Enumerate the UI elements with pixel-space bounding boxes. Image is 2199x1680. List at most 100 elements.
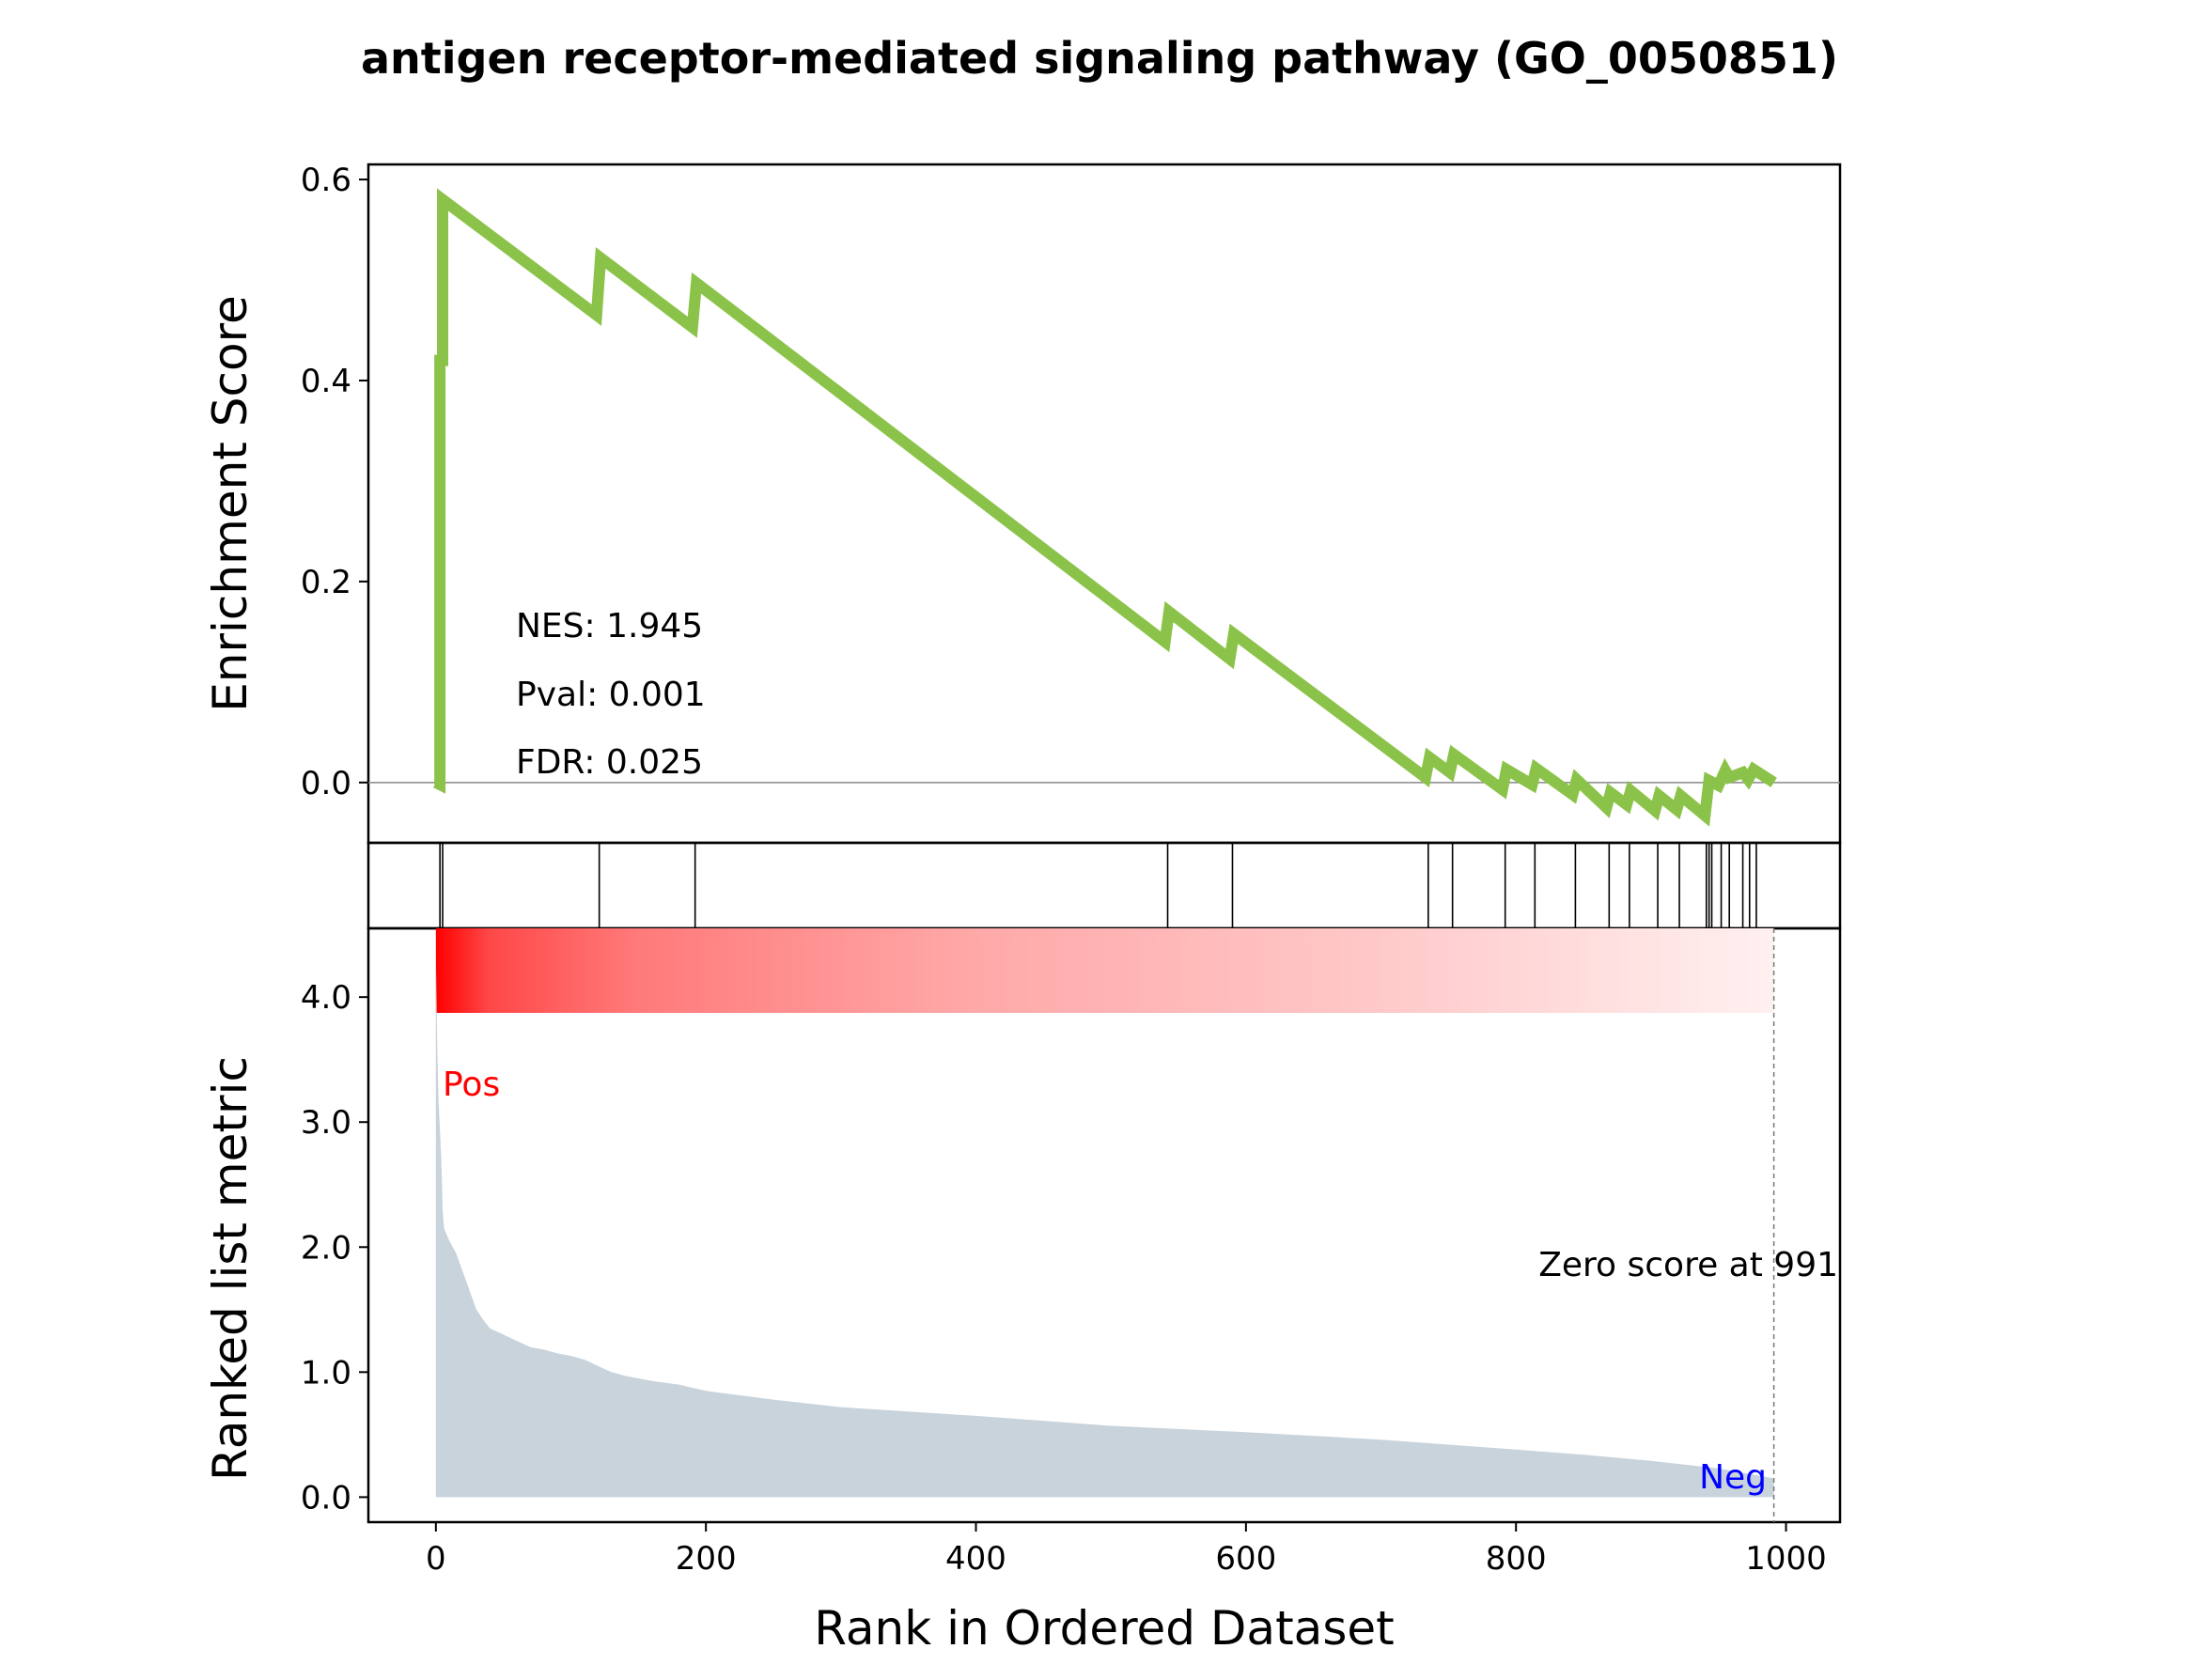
enrichment-point	[696, 283, 697, 284]
ranked-metric-point	[483, 1319, 484, 1320]
ranked-metric-point	[678, 1384, 679, 1385]
x-tick-label: 200	[676, 1540, 737, 1578]
ranked-metric-point	[1380, 1439, 1381, 1440]
enrichment-point	[1742, 772, 1743, 773]
ranked-metric-point	[441, 1159, 442, 1160]
enrichment-point	[1532, 784, 1533, 785]
x-tick-label: 1000	[1745, 1540, 1827, 1578]
ranked-metric-point	[469, 1290, 470, 1291]
enrichment-point	[1773, 782, 1774, 783]
ranked-metric-point	[638, 1377, 639, 1378]
nes-label: NES: 1.945	[516, 607, 703, 646]
x-tick-label: 600	[1215, 1540, 1276, 1578]
ranked-metric-point	[584, 1360, 585, 1361]
x-tick-label: 0	[426, 1540, 446, 1578]
ranked-metric-point	[840, 1407, 841, 1408]
rank-color-bar	[435, 928, 1774, 1013]
enrichment-point	[1502, 789, 1503, 790]
enrichment-point	[1708, 780, 1709, 781]
enrichment-point	[443, 360, 444, 361]
ranked-metric-point	[490, 1328, 491, 1329]
ranked-metric-area	[435, 953, 1774, 1498]
enrichment-y-tick-label: 0.2	[301, 564, 351, 601]
ranked-metric-point	[1245, 1432, 1246, 1433]
enrichment-point	[443, 199, 444, 200]
ranked-metric-point	[435, 953, 436, 954]
ranked-metric-point	[517, 1341, 518, 1342]
enrichment-point	[1164, 642, 1165, 643]
ranked-y-tick-label: 4.0	[301, 979, 351, 1017]
enrichment-layer	[368, 188, 1840, 827]
enrichment-point	[1680, 795, 1681, 796]
ranked-y-tick-label: 3.0	[301, 1104, 351, 1142]
ranked-metric-point	[598, 1365, 599, 1366]
enrichment-y-tick-label: 0.0	[301, 765, 351, 802]
enrichment-point	[1606, 807, 1607, 808]
enrichment-point	[1506, 769, 1507, 770]
zero-score-label: Zero score at 991	[1538, 1246, 1838, 1284]
ranked-metric-point	[706, 1391, 707, 1392]
ranked-metric-point	[1516, 1449, 1517, 1450]
ranked-metric-point	[611, 1372, 612, 1373]
enrichment-point	[1655, 810, 1656, 811]
enrichment-point	[692, 327, 693, 328]
ranked-metric-point	[456, 1252, 457, 1253]
pos-label: Pos	[443, 1066, 500, 1104]
chart-title: antigen receptor-mediated signaling path…	[361, 33, 1838, 84]
ranked-metric-point	[773, 1399, 774, 1400]
enrichment-point	[1748, 779, 1749, 780]
fdr-label: FDR: 0.025	[516, 743, 703, 782]
ranked-metric-point	[462, 1271, 463, 1272]
enrichment-point	[1630, 790, 1631, 791]
ranked-metric-point	[1111, 1425, 1112, 1426]
ranked-y-axis-label: Ranked list metric	[203, 1056, 257, 1481]
ranked-metric-point	[975, 1415, 976, 1416]
ranked-metric-point	[530, 1346, 531, 1347]
enrichment-point	[1754, 769, 1755, 770]
enrichment-panel-frame	[366, 163, 1842, 845]
ranked-metric-point	[624, 1376, 625, 1377]
axes: 0 200 400 600 800 1000 0.0 0.2 0.4 0.6 0.0 1.0 2.0 3.…	[301, 162, 1827, 1578]
enrichment-point	[1729, 777, 1730, 778]
enrichment-y-tick-label: 0.4	[301, 363, 351, 400]
enrichment-point	[1627, 804, 1628, 805]
ranked-y-tick-label: 0.0	[301, 1479, 351, 1517]
enrichment-point	[440, 360, 441, 361]
ranked-metric-layer	[435, 928, 1775, 1522]
enrichment-y-tick-label: 0.6	[301, 162, 351, 199]
ranked-metric-point	[438, 1103, 439, 1104]
ranked-metric-point	[443, 1209, 444, 1210]
ranked-metric-point	[437, 1047, 438, 1048]
hit-markers	[439, 843, 1757, 928]
enrichment-point	[435, 782, 436, 783]
enrichment-point	[1576, 779, 1577, 780]
ranked-metric-point	[1650, 1460, 1651, 1461]
ranked-y-tick-label: 2.0	[301, 1229, 351, 1267]
enrichment-point	[596, 315, 597, 316]
enrichment-point	[1229, 659, 1230, 660]
ranked-metric-point	[503, 1334, 504, 1335]
x-tick-label: 400	[945, 1540, 1006, 1578]
ranked-metric-point	[449, 1240, 450, 1241]
enrichment-y-axis-label: Enrichment Score	[203, 295, 257, 712]
enrichment-point	[1610, 792, 1611, 793]
enrichment-point	[1572, 794, 1573, 795]
ranked-metric-point	[651, 1380, 652, 1381]
enrichment-point	[1429, 757, 1430, 758]
ranked-metric-point	[446, 1234, 447, 1235]
enrichment-point	[1233, 633, 1234, 634]
enrichment-point	[1425, 777, 1426, 778]
neg-label: Neg	[1699, 1458, 1767, 1497]
ranked-metric-point	[543, 1349, 544, 1350]
enrichment-score-line	[433, 188, 1777, 827]
x-tick-label: 800	[1486, 1540, 1547, 1578]
enrichment-point	[1659, 795, 1660, 796]
enrichment-point	[440, 784, 441, 785]
ranked-metric-point	[1583, 1454, 1584, 1455]
hits-panel-frame	[366, 841, 1842, 930]
enrichment-point	[600, 257, 601, 258]
ranked-metric-point	[570, 1356, 571, 1357]
ranked-y-tick-label: 1.0	[301, 1354, 351, 1392]
x-axis-label: Rank in Ordered Dataset	[814, 1601, 1394, 1656]
